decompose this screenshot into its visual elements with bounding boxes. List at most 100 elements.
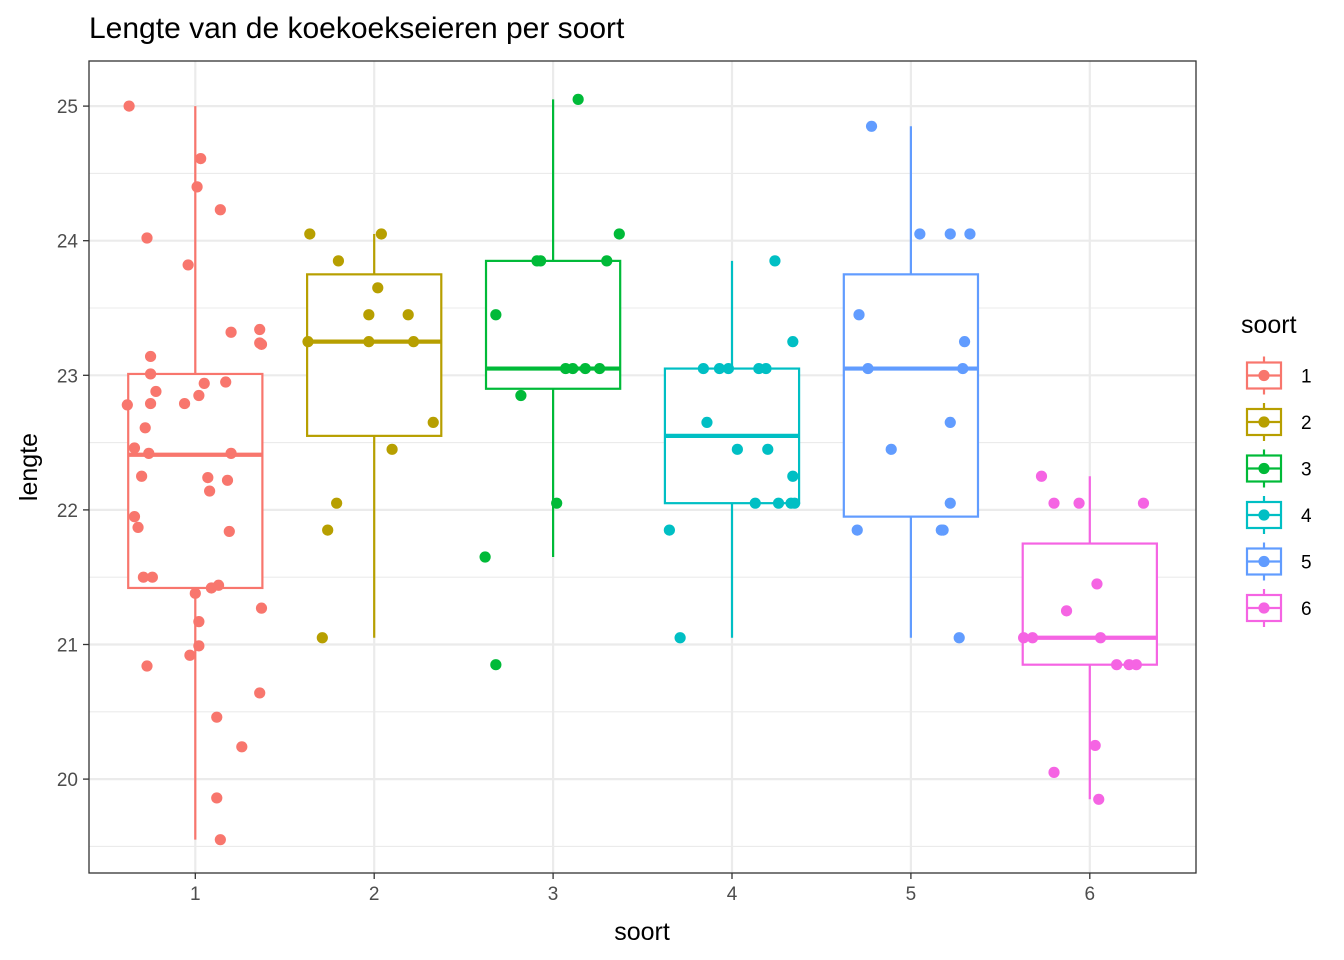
data-point — [255, 338, 268, 350]
data-point — [787, 336, 799, 348]
data-point — [787, 470, 799, 482]
data-point — [964, 228, 976, 240]
jitter-points — [121, 93, 1150, 846]
data-point — [427, 416, 439, 429]
x-tick-label: 3 — [548, 884, 559, 905]
box-iqr — [1021, 542, 1158, 666]
data-point — [139, 422, 151, 434]
data-point — [363, 336, 375, 348]
data-point — [601, 255, 613, 267]
data-point — [205, 582, 218, 594]
data-point — [407, 336, 420, 348]
data-point — [594, 362, 606, 375]
data-point — [862, 362, 874, 375]
data-point — [885, 443, 897, 455]
data-point — [193, 389, 205, 402]
data-point — [789, 497, 801, 509]
data-point — [772, 497, 785, 509]
data-point — [386, 443, 398, 455]
y-tick-label: 21 — [57, 636, 78, 657]
legend-label: 3 — [1301, 460, 1312, 481]
legend-key-1: 1 — [1245, 356, 1312, 395]
x-tick-label: 1 — [190, 884, 201, 905]
chart-title: Lengte van de koekoekseieren per soort — [89, 12, 625, 45]
data-point — [204, 485, 216, 497]
data-point — [316, 632, 328, 644]
legend-label: 1 — [1301, 367, 1312, 388]
data-point — [674, 632, 686, 644]
y-tick-label: 25 — [57, 97, 78, 118]
data-point — [953, 632, 965, 644]
data-point — [402, 309, 414, 321]
data-point — [302, 336, 314, 348]
x-tick-label: 2 — [369, 884, 380, 905]
data-point — [182, 259, 194, 271]
data-point — [144, 368, 157, 380]
box-iqr — [306, 273, 443, 437]
data-point — [214, 834, 226, 846]
data-point — [515, 389, 527, 402]
data-point — [202, 471, 214, 484]
data-point — [567, 362, 579, 375]
panel-border — [88, 60, 1197, 874]
data-point — [225, 447, 237, 459]
data-point — [178, 397, 191, 410]
data-point — [713, 362, 726, 375]
legend-key-point — [1258, 462, 1270, 475]
data-point — [332, 255, 345, 267]
data-point — [944, 228, 956, 240]
box-6 — [1021, 476, 1158, 800]
data-point — [146, 571, 158, 583]
data-point — [1048, 497, 1060, 509]
y-tick-label: 24 — [57, 232, 79, 253]
data-point — [141, 232, 153, 244]
data-point — [722, 362, 735, 375]
legend-key-point — [1258, 509, 1270, 521]
x-axis-title: soort — [614, 918, 670, 946]
y-tick-label: 20 — [57, 770, 78, 791]
legend-title: soort — [1241, 311, 1297, 339]
x-tick-label: 6 — [1085, 884, 1096, 905]
data-point — [128, 511, 141, 523]
data-point — [914, 228, 926, 240]
data-point — [211, 711, 223, 723]
data-point — [851, 524, 863, 536]
box-5 — [842, 126, 980, 638]
legend-key-6: 6 — [1245, 589, 1312, 627]
y-axis: 20 21 22 23 24 25 — [57, 97, 89, 791]
data-point — [663, 524, 675, 536]
data-point — [490, 309, 502, 321]
data-point — [937, 524, 949, 536]
box-1 — [127, 106, 264, 840]
data-point — [1091, 578, 1103, 590]
legend-key-point — [1258, 555, 1270, 568]
data-point — [220, 376, 232, 388]
data-point — [1137, 497, 1150, 509]
data-point — [579, 362, 591, 375]
data-point — [184, 649, 196, 661]
data-point — [143, 447, 155, 459]
boxes — [127, 99, 1158, 840]
data-point — [697, 362, 709, 375]
data-point — [141, 660, 153, 672]
legend-label: 6 — [1301, 599, 1312, 620]
data-point — [214, 204, 226, 216]
box-iqr — [127, 372, 264, 590]
data-point — [479, 551, 491, 563]
data-point — [534, 255, 547, 267]
data-point — [853, 309, 865, 321]
legend-keys: 1 2 3 4 5 6 — [1245, 356, 1312, 627]
data-point — [211, 792, 223, 804]
x-tick-label: 4 — [727, 884, 738, 905]
legend-key-4: 4 — [1245, 496, 1312, 534]
data-point — [375, 228, 387, 240]
data-point — [150, 385, 162, 398]
box-iqr — [842, 273, 980, 518]
data-point — [121, 399, 133, 411]
data-point — [760, 362, 772, 375]
data-point — [331, 497, 343, 509]
data-point — [1073, 497, 1085, 509]
data-point — [1060, 605, 1073, 617]
legend-label: 2 — [1301, 413, 1312, 434]
data-point — [957, 362, 969, 375]
